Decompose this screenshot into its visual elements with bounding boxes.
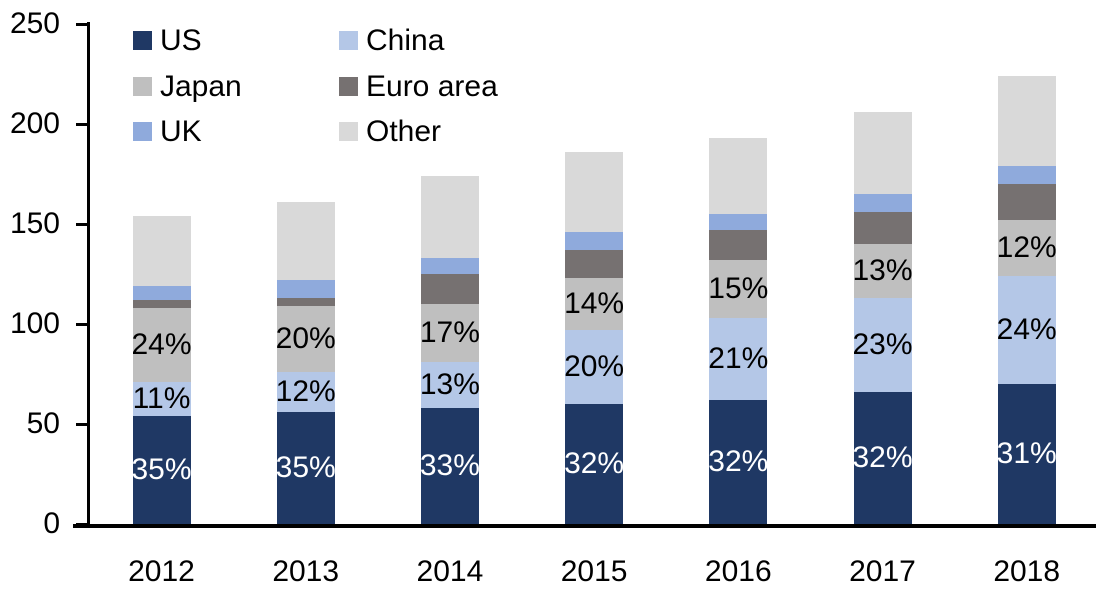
bar-segment-other-2015 [565,152,624,232]
bar-segment-us-2015 [565,404,624,524]
bar-segment-china-2018 [997,276,1056,384]
y-tick [76,23,87,26]
bar-segment-us-2013 [276,412,335,524]
legend-label-euro-area: Euro area [366,69,498,103]
bar-segment-other-2012 [132,216,191,286]
bar-segment-japan-2015 [565,278,624,330]
legend-label-china: China [366,23,445,57]
legend-label-us: US [160,23,202,57]
bar-segment-japan-2012 [132,308,191,382]
bar-segment-euro-area-2018 [997,184,1056,220]
bar-segment-us-2012 [132,416,191,524]
bar-segment-uk-2012 [132,286,191,300]
x-tick-label-2012: 2012 [128,555,195,588]
x-tick-label-2014: 2014 [416,555,484,588]
legend-item-uk: UK [133,116,202,146]
legend-swatch-uk-icon [133,122,152,141]
bar-segment-other-2013 [276,202,335,280]
bar-segment-japan-2013 [276,306,335,372]
bar-segment-japan-2016 [709,260,768,318]
bar-segment-uk-2016 [709,214,768,230]
bar-segment-china-2014 [420,362,479,408]
bar-segment-other-2016 [709,138,768,214]
bar-2017 [853,0,912,524]
bar-segment-china-2017 [853,298,912,392]
bar-segment-euro-area-2015 [565,250,624,278]
y-tick [76,323,87,326]
legend-swatch-china-icon [339,31,358,50]
legend-item-japan: Japan [133,71,242,101]
legend-item-other: Other [339,116,441,146]
bar-segment-euro-area-2017 [853,212,912,244]
bar-2015 [565,0,624,524]
legend-swatch-japan-icon [133,77,152,96]
legend-item-us: US [133,25,202,55]
x-tick-label-2017: 2017 [849,555,916,588]
legend-item-euro-area: Euro area [339,71,498,101]
bar-2014 [420,0,479,524]
bar-segment-us-2017 [853,392,912,524]
x-tick-label-2013: 2013 [272,555,340,588]
bar-segment-china-2012 [132,382,191,416]
bar-segment-uk-2018 [997,166,1056,184]
bar-2013 [276,0,335,524]
legend-swatch-other-icon [339,122,358,141]
x-axis-line [73,524,1096,528]
bar-segment-uk-2014 [420,258,479,274]
bar-segment-other-2018 [997,76,1056,166]
bar-segment-japan-2014 [420,304,479,362]
y-tick-label: 200 [9,107,60,140]
legend-label-uk: UK [160,114,202,148]
bar-segment-euro-area-2013 [276,298,335,306]
y-tick-label: 0 [43,507,60,540]
y-tick [76,423,87,426]
y-tick [76,123,87,126]
y-tick-label: 250 [9,7,60,40]
bar-segment-japan-2017 [853,244,912,298]
x-tick-label-2016: 2016 [704,555,772,588]
bar-segment-china-2013 [276,372,335,412]
bar-segment-china-2015 [565,330,624,404]
bar-segment-china-2016 [709,318,768,400]
y-tick-label: 50 [26,407,60,440]
legend-item-china: China [339,25,444,55]
legend-swatch-euro-area-icon [339,77,358,96]
y-axis-line [87,22,90,528]
bar-2018 [997,0,1056,524]
y-tick [76,523,87,526]
bar-segment-us-2018 [997,384,1056,524]
x-tick-label-2015: 2015 [560,555,628,588]
y-tick [76,223,87,226]
bar-segment-us-2014 [420,408,479,524]
bar-segment-other-2014 [420,176,479,258]
bar-segment-uk-2017 [853,194,912,212]
y-tick-label: 100 [9,307,60,340]
bar-segment-uk-2015 [565,232,624,250]
bar-2016 [709,0,768,524]
x-tick-label-2018: 2018 [993,555,1061,588]
bar-segment-euro-area-2012 [132,300,191,308]
bar-2012 [132,0,191,524]
bar-segment-other-2017 [853,112,912,194]
bar-segment-euro-area-2016 [709,230,768,260]
legend-label-other: Other [366,114,442,148]
y-tick-label: 150 [9,207,60,240]
bar-segment-japan-2018 [997,220,1056,276]
bar-segment-uk-2013 [276,280,335,298]
bar-segment-euro-area-2014 [420,274,479,304]
bar-segment-us-2016 [709,400,768,524]
legend-label-japan: Japan [160,69,242,103]
legend-swatch-us-icon [133,31,152,50]
